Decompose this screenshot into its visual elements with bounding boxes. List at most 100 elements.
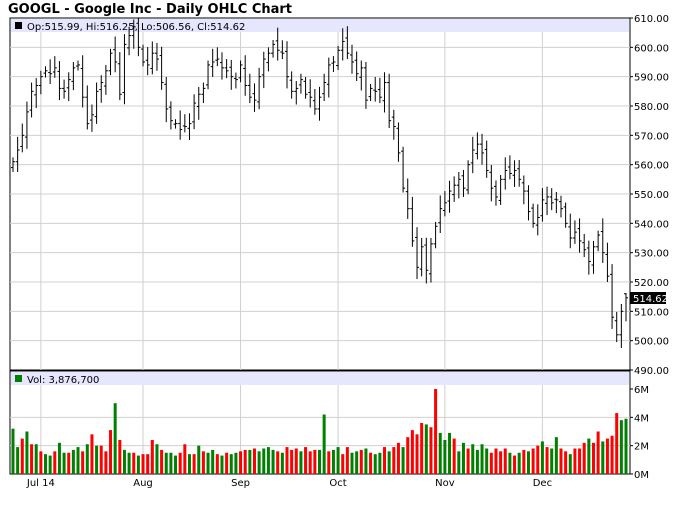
month-label: Nov (435, 478, 455, 489)
ohlc-bar (517, 159, 522, 187)
volume-bar (378, 452, 382, 474)
ohlc-bar (405, 178, 410, 219)
volume-bar (536, 445, 540, 474)
price-legend-bar (11, 19, 629, 32)
volume-bar (225, 452, 229, 474)
month-label: Aug (133, 478, 153, 489)
ohlc-bar (271, 40, 276, 58)
price-tick-label: 500.00 (634, 337, 669, 348)
ohlc-bar (52, 56, 57, 78)
ohlc-bar (396, 122, 401, 162)
volume-bar (364, 448, 368, 474)
volume-bar (531, 448, 535, 474)
volume-bar (434, 389, 438, 474)
ohlc-bar (89, 104, 94, 132)
volume-bar (494, 448, 498, 474)
volume-bar (471, 444, 475, 474)
ohlc-bar (466, 160, 471, 195)
price-tick-label: 570.00 (634, 131, 669, 142)
volume-bar (62, 452, 66, 474)
volume-bar (280, 452, 284, 474)
volume-legend: Vol: 3,876,700 (27, 375, 99, 386)
volume-bar (526, 451, 530, 474)
last-close-label-box (630, 292, 666, 304)
volume-bar (508, 452, 512, 474)
volume-bar (262, 448, 266, 474)
ohlc-bar (275, 27, 280, 61)
ohlc-bar (182, 114, 187, 133)
volume-bar (308, 451, 312, 474)
volume-bar (239, 451, 243, 474)
volume-bar (345, 447, 349, 474)
ohlc-bar (80, 55, 85, 108)
volume-bar (44, 454, 48, 474)
volume-bar (619, 420, 623, 474)
ohlc-bar (187, 113, 192, 141)
ohlc-bar (108, 48, 113, 76)
ohlc-bar (401, 146, 406, 193)
volume-bar (596, 431, 600, 474)
volume-bar (559, 448, 563, 474)
volume-bar (169, 452, 173, 474)
volume-bar (99, 445, 103, 474)
ohlc-bar (624, 293, 628, 322)
volume-bar (304, 447, 308, 474)
ohlc-bar (261, 51, 266, 89)
volume-bar (540, 441, 544, 474)
volume-bar (197, 445, 201, 474)
volume-bar (81, 451, 85, 474)
ohlc-bar (424, 237, 429, 284)
ohlc-bar (540, 188, 545, 222)
ohlc-bar (498, 174, 503, 205)
ohlc-bar (489, 164, 494, 202)
ohlc-bar (233, 72, 238, 89)
ohlc-bar (326, 57, 331, 98)
volume-bar (605, 438, 609, 474)
ohlc-bar (373, 76, 378, 102)
ohlc-bar (215, 47, 220, 67)
volume-bar (438, 432, 442, 474)
volume-bar (57, 442, 61, 474)
ohlc-bar (452, 176, 457, 202)
ohlc-bar (558, 195, 563, 218)
volume-bar (424, 424, 428, 474)
volume-bar (90, 434, 94, 474)
ohlc-bar (159, 46, 164, 90)
volume-bar (113, 403, 117, 474)
ohlc-bar (48, 59, 53, 84)
volume-bar (554, 437, 558, 474)
price-tick-label: 560.00 (634, 161, 669, 172)
volume-bar (294, 448, 298, 474)
ohlc-bar (410, 196, 415, 247)
ohlc-bar (433, 221, 438, 249)
ohlc-bar (312, 88, 317, 115)
ohlc-bar (57, 61, 62, 101)
ohlc-bar (493, 180, 498, 206)
ohlc-bar (62, 79, 67, 99)
ohlc-bar (545, 186, 550, 216)
ohlc-bar (136, 17, 141, 57)
volume-bar (160, 449, 164, 474)
ohlc-bar (20, 123, 25, 153)
ohlc-bar (24, 101, 29, 149)
volume-bar (215, 454, 219, 474)
volume-bar (550, 448, 554, 474)
ohlc-bar (549, 188, 554, 211)
volume-bar (155, 444, 159, 474)
volume-bar (475, 449, 479, 474)
ohlc-bar (415, 227, 420, 280)
ohlc-bar (354, 51, 359, 82)
volume-bar (85, 444, 89, 474)
volume-bar (387, 451, 391, 474)
volume-bar (573, 448, 577, 474)
ohlc-bar (298, 73, 303, 94)
volume-bar (350, 452, 354, 474)
ohlc-bar (210, 48, 215, 77)
ohlc-bar (11, 157, 15, 172)
volume-bar (299, 451, 303, 474)
ohlc-bar (113, 36, 118, 73)
volume-bar (39, 451, 43, 474)
price-legend: Op:515.99, Hi:516.25, Lo:506.56, Cl:514.… (27, 22, 245, 33)
volume-bar (336, 447, 340, 474)
volume-bar (355, 451, 359, 474)
